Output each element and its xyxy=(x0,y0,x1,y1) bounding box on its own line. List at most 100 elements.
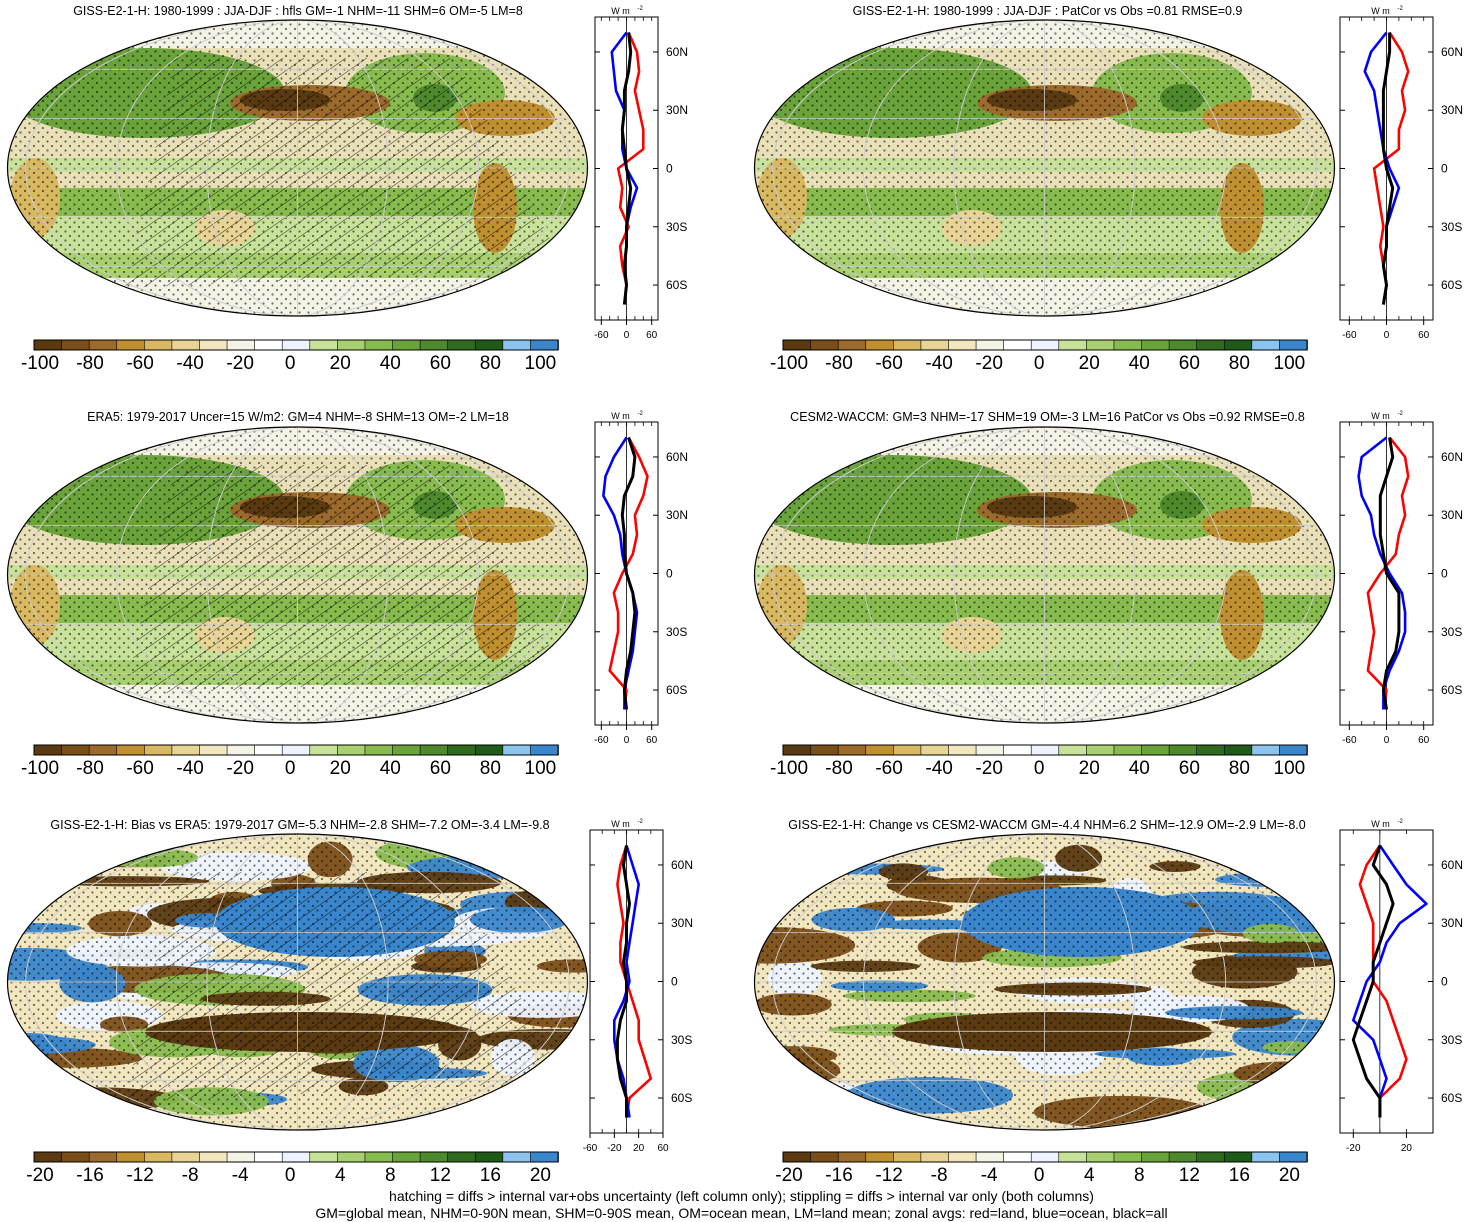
colorbar-swatch xyxy=(810,339,839,351)
colorbar-label: -40 xyxy=(176,758,204,779)
colorbar-label: -60 xyxy=(126,353,154,374)
map xyxy=(753,833,1336,1131)
lat-tick-label: 0 xyxy=(1441,567,1448,581)
colorbar xyxy=(33,744,559,756)
colorbar-swatch xyxy=(226,1151,256,1163)
colorbar-swatch xyxy=(281,339,311,351)
colorbar-label: 12 xyxy=(1178,1165,1200,1186)
colorbar-label: -4 xyxy=(980,1165,998,1186)
x-tick-label: 60 xyxy=(1418,330,1430,341)
colorbar-swatch xyxy=(226,339,256,351)
colorbar-label: -20 xyxy=(775,1165,803,1186)
colorbar-label: -8 xyxy=(181,1165,199,1186)
colorbar-swatch xyxy=(1223,1151,1253,1163)
map xyxy=(6,19,589,317)
colorbar-swatch xyxy=(33,339,63,351)
colorbar-label: -40 xyxy=(925,758,953,779)
colorbar-swatch xyxy=(281,744,311,756)
colorbar-swatch xyxy=(254,744,284,756)
colorbar-swatch xyxy=(1030,744,1060,756)
colorbar-swatch xyxy=(1223,339,1253,351)
panel-title: GISS-E2-1-H: Bias vs ERA5: 1979-2017 GM=… xyxy=(50,818,550,832)
colorbar-label: -100 xyxy=(769,758,809,779)
colorbar-swatch xyxy=(88,744,118,756)
colorbar-label: 16 xyxy=(1228,1165,1250,1186)
colorbar-label: -60 xyxy=(126,758,154,779)
colorbar-swatch xyxy=(1003,339,1033,351)
lat-tick-label: 0 xyxy=(666,567,673,581)
units-label: W m xyxy=(1371,411,1390,421)
x-tick-label: 0 xyxy=(1384,330,1390,341)
units-exponent: -2 xyxy=(638,6,644,12)
zonal-series-line xyxy=(1357,436,1407,710)
colorbar-label: 60 xyxy=(429,353,451,374)
colorbar-label: 20 xyxy=(529,1165,551,1186)
colorbar-swatch xyxy=(144,1151,173,1163)
zonal-series-line xyxy=(620,32,633,305)
x-tick-label: -60 xyxy=(1342,735,1357,746)
colorbar-swatch xyxy=(1141,744,1170,756)
colorbar-swatch xyxy=(837,1151,867,1163)
zonal-series-line xyxy=(1351,844,1428,1118)
colorbar-label: -4 xyxy=(231,1165,249,1186)
colorbar-label: 4 xyxy=(334,1165,346,1186)
colorbar-swatch xyxy=(1141,1151,1170,1163)
colorbar-swatch xyxy=(61,744,90,756)
colorbar-swatch xyxy=(474,744,504,756)
colorbar-label: -8 xyxy=(930,1165,948,1186)
colorbar-swatch xyxy=(419,744,449,756)
colorbar-swatch xyxy=(33,1151,63,1163)
colorbar-swatch xyxy=(530,339,559,351)
lat-tick-label: 60N xyxy=(671,858,693,872)
colorbar-swatch xyxy=(893,339,922,351)
colorbar-swatch xyxy=(309,744,339,756)
colorbar-label: -100 xyxy=(20,353,60,374)
lat-tick-label: 30S xyxy=(1441,625,1462,639)
x-tick-label: 60 xyxy=(1418,735,1430,746)
lat-tick-label: 30S xyxy=(671,1033,692,1047)
colorbar-label: 0 xyxy=(1033,758,1045,779)
lat-tick-label: 30S xyxy=(666,220,687,234)
colorbar-swatch xyxy=(226,744,256,756)
colorbar-swatch xyxy=(199,744,228,756)
lat-tick-label: 60N xyxy=(666,45,688,59)
colorbar-swatch xyxy=(948,744,977,756)
colorbar-label: 20 xyxy=(329,758,351,779)
x-tick-label: -60 xyxy=(594,735,609,746)
colorbar-swatch xyxy=(1196,339,1226,351)
colorbar-swatch xyxy=(810,744,839,756)
colorbar-label: 0 xyxy=(284,1165,296,1186)
colorbar-swatch xyxy=(474,339,504,351)
colorbar-swatch xyxy=(530,744,559,756)
colorbar-swatch xyxy=(309,1151,339,1163)
colorbar-swatch xyxy=(1196,744,1226,756)
colorbar-label: 16 xyxy=(479,1165,501,1186)
colorbar-label: -16 xyxy=(76,1165,104,1186)
zonal-series-line xyxy=(1372,31,1410,305)
colorbar-swatch xyxy=(1058,744,1088,756)
colorbar-label: -16 xyxy=(825,1165,853,1186)
colorbar-label: 40 xyxy=(1128,353,1150,374)
lat-tick-label: 30S xyxy=(1441,220,1462,234)
colorbar-swatch xyxy=(1058,339,1088,351)
colorbar-swatch xyxy=(1113,744,1143,756)
colorbar-swatch xyxy=(1030,339,1060,351)
colorbar-swatch xyxy=(920,339,950,351)
colorbar-swatch xyxy=(116,339,146,351)
zonal-mean-plot: W m -2 60N 30N 0 30S 60S -60 0 60 xyxy=(1339,411,1463,746)
colorbar xyxy=(782,339,1308,351)
colorbar-swatch xyxy=(61,339,90,351)
colorbar-swatch xyxy=(1251,744,1281,756)
lat-tick-label: 60N xyxy=(1441,858,1463,872)
zonal-series-line xyxy=(1351,845,1395,1118)
colorbar-label: -80 xyxy=(76,758,104,779)
colorbar-swatch xyxy=(1030,1151,1060,1163)
lat-tick-label: 60S xyxy=(671,1091,692,1105)
zonal-mean-plot: W m -2 60N 30N 0 30S 60S -60 0 60 xyxy=(594,411,688,746)
colorbar-swatch xyxy=(502,339,532,351)
colorbar-label: 60 xyxy=(429,758,451,779)
colorbar-label: -100 xyxy=(769,353,809,374)
zonal-mean-plot: W m -2 60N 30N 0 30S 60S -60 -20 20 60 xyxy=(583,819,693,1154)
colorbar-swatch xyxy=(254,339,284,351)
colorbar-swatch xyxy=(337,744,366,756)
